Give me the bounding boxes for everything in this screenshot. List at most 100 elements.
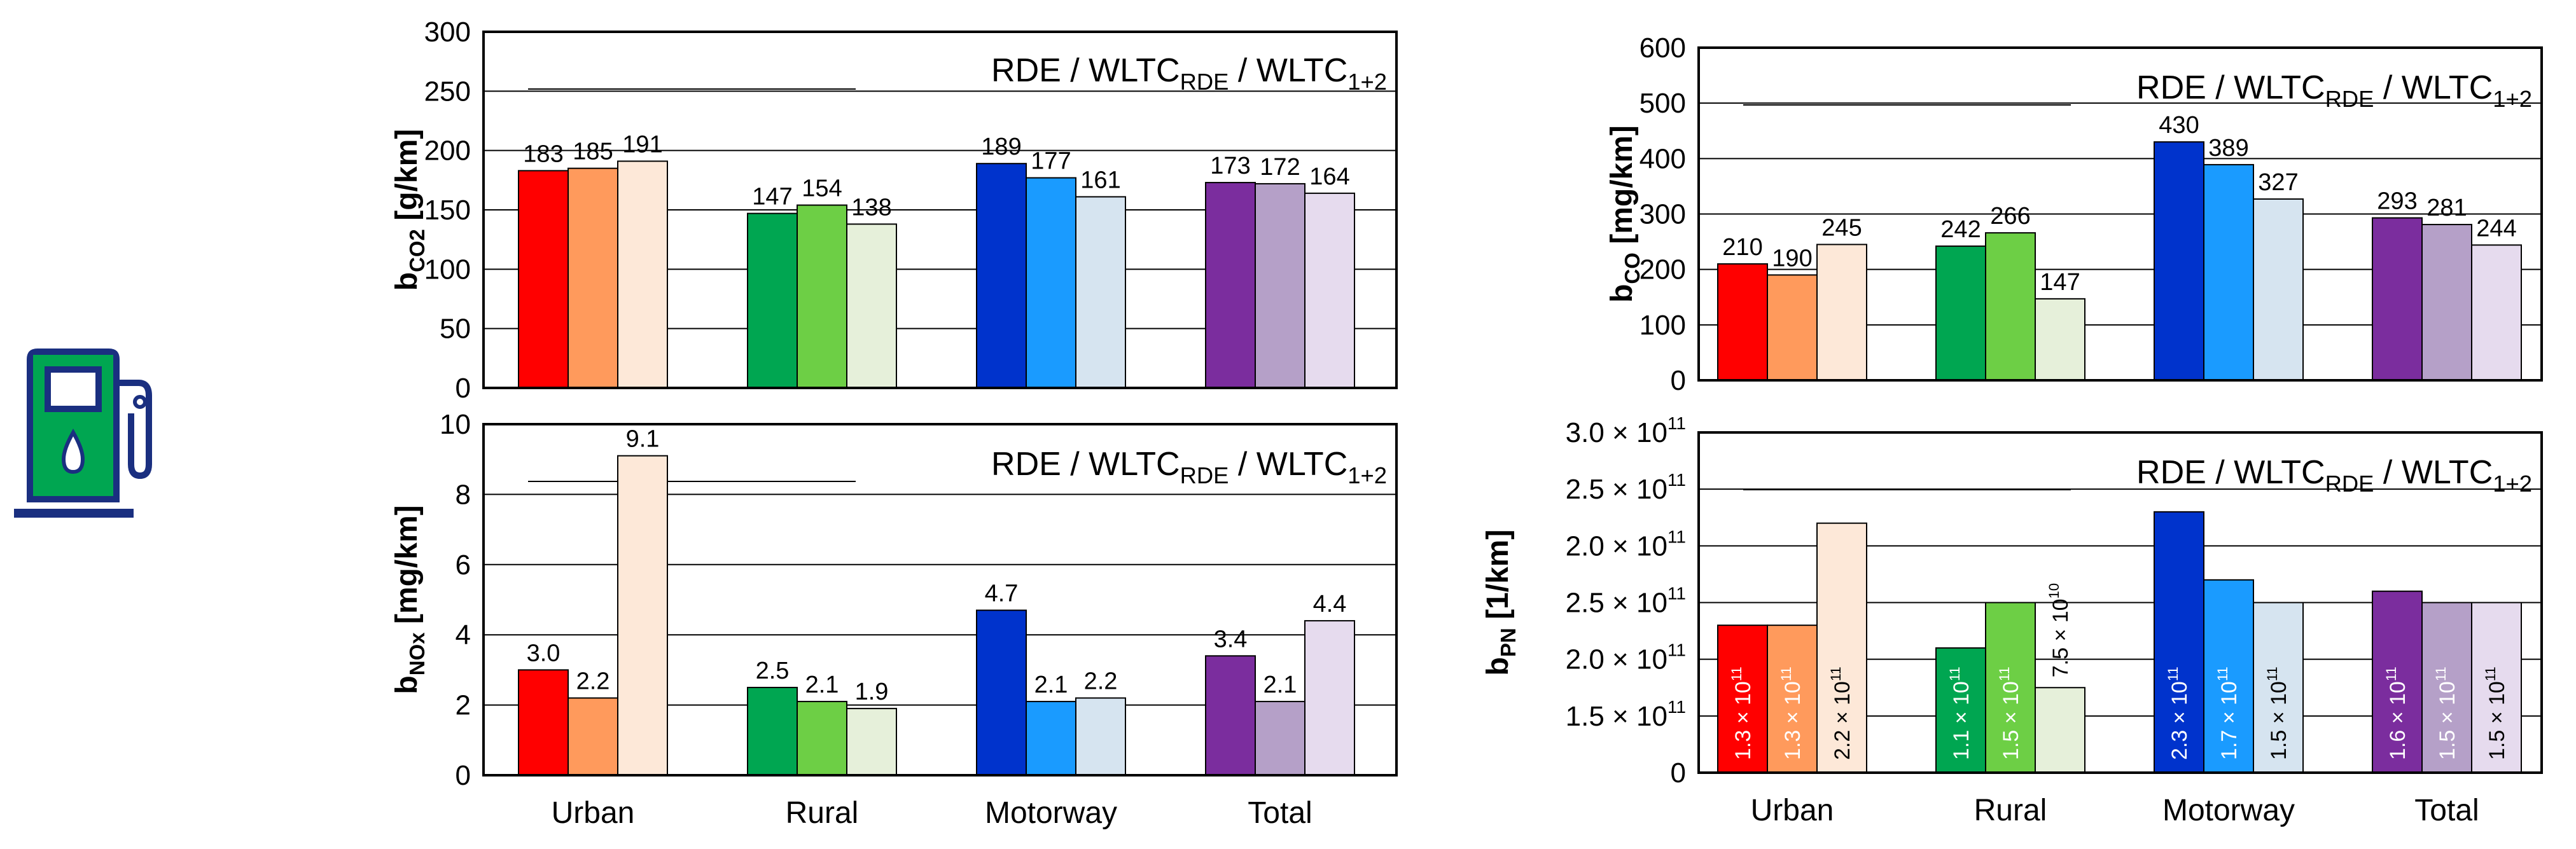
y-tick-label: 2: [456, 690, 471, 721]
data-label: 7.5 × 1010: [2046, 583, 2073, 677]
data-label: 1.1 × 1011: [1947, 666, 1974, 760]
bar-nox-motorway-1: [1026, 701, 1076, 776]
bar-co2-urban-2: [617, 160, 668, 389]
y-tick-label: 300: [1640, 199, 1686, 230]
legend-title: RDE / WLTCRDE / WLTC1+2: [2136, 454, 2532, 497]
y-tick-label: 100: [424, 254, 471, 285]
bar-co-motorway-1: [2203, 163, 2254, 381]
data-label: 2.1: [805, 672, 839, 698]
bar-pn-motorway-0: [2154, 511, 2204, 773]
legend-title: RDE / WLTCRDE / WLTC1+2: [991, 446, 1387, 488]
y-tick-label: 600: [1640, 32, 1686, 64]
category-label: Motorway: [985, 796, 1117, 830]
y-tick-label: 8: [456, 479, 471, 510]
bar-co2-motorway-1: [1026, 177, 1076, 389]
category-label: Rural: [786, 796, 859, 830]
y-tick-label: 2.0 × 1011: [1566, 527, 1686, 562]
data-label: 4.4: [1313, 591, 1347, 618]
legend-title: RDE / WLTCRDE / WLTC1+2: [2136, 69, 2532, 112]
plot-frame: [1697, 431, 2543, 774]
bar-co-rural-0: [1935, 245, 1986, 381]
category-label: Rural: [1974, 794, 2047, 827]
bar-pn-urban-2: [1816, 522, 1867, 774]
data-label: 1.7 × 1011: [2215, 666, 2241, 760]
data-label: 242: [1940, 216, 1981, 243]
plot-frame: [1697, 46, 2543, 382]
y-tick-label: 50: [440, 314, 471, 345]
chart-nox: 0 2 4 6 8 10 bNOx [mg/km] RDE / WLTCRDE / WLTC1…: [390, 409, 1398, 830]
data-label: 161: [1080, 167, 1120, 193]
y-tick-label: 0: [1671, 757, 1686, 789]
data-label: 138: [851, 194, 891, 221]
data-label: 293: [2377, 188, 2417, 215]
bar-nox-motorway-0: [976, 609, 1027, 776]
y-tick-label: 2.0 × 1011: [1566, 640, 1686, 675]
legend-title: RDE / WLTCRDE / WLTC1+2: [991, 52, 1387, 95]
y-tick-label: 200: [1640, 254, 1686, 286]
chart-co: 0 100 200 300 400 500 600 bCO [mg/km] RDE / WLTC…: [1605, 32, 2543, 396]
data-label: 177: [1031, 148, 1071, 175]
data-label: 173: [1210, 153, 1250, 179]
category-label: Urban: [552, 796, 635, 830]
data-label: 245: [1821, 214, 1862, 241]
y-tick-label: 300: [424, 17, 471, 48]
bar-co-total-2: [2471, 244, 2522, 381]
y-tick-label: 150: [424, 195, 471, 226]
data-label: 189: [981, 134, 1021, 160]
y-axis-label: bNOx [mg/km]: [390, 505, 429, 694]
data-label: 1.5 × 1011: [2264, 666, 2291, 760]
data-label: 2.2 × 1011: [1828, 666, 1855, 760]
y-tick-label: 10: [440, 409, 471, 440]
y-tick-label: 0: [1671, 365, 1686, 396]
data-label: 266: [1990, 203, 2030, 230]
bar-nox-rural-2: [846, 708, 897, 776]
y-tick-label: 200: [424, 135, 471, 167]
bar-co-rural-2: [2035, 298, 2085, 381]
bar-nox-rural-0: [747, 687, 798, 776]
y-tick-label: 2.5 × 1011: [1566, 470, 1686, 505]
y-tick-label: 0: [456, 373, 471, 404]
category-label: Total: [2414, 794, 2479, 827]
y-tick-label: 3.0 × 1011: [1566, 413, 1686, 448]
bar-nox-total-0: [1205, 655, 1256, 776]
data-label: 1.9: [855, 679, 889, 705]
bar-pn-total-1: [2421, 602, 2472, 773]
bar-pn-rural-2: [2035, 687, 2085, 773]
bar-co2-rural-0: [747, 212, 798, 389]
data-label: 164: [1309, 163, 1349, 190]
data-label: 154: [802, 176, 842, 202]
category-label: Total: [1248, 796, 1312, 830]
bar-co2-total-1: [1255, 183, 1305, 389]
bar-nox-urban-2: [617, 455, 668, 776]
y-tick-label: 400: [1640, 143, 1686, 174]
bar-co-rural-1: [1985, 232, 2036, 381]
data-label: 244: [2476, 215, 2516, 242]
bar-co2-motorway-0: [976, 163, 1027, 389]
y-tick-label: 1.5 × 1011: [1566, 697, 1686, 732]
data-label: 147: [2040, 269, 2080, 296]
fuel-pump-icon: [14, 349, 152, 518]
bar-nox-rural-1: [797, 701, 847, 776]
data-label: 191: [622, 131, 662, 158]
category-label: Urban: [1751, 794, 1834, 827]
y-tick-label: 250: [424, 76, 471, 107]
bar-nox-urban-0: [518, 669, 569, 777]
y-axis-label: bCO [mg/km]: [1605, 125, 1644, 303]
data-label: 430: [2159, 112, 2199, 139]
y-tick-label: 500: [1640, 88, 1686, 119]
data-label: 389: [2208, 135, 2248, 162]
data-label: 2.3 × 1011: [2165, 666, 2192, 760]
y-tick-label: 100: [1640, 310, 1686, 341]
bar-co-urban-1: [1767, 274, 1818, 381]
data-label: 327: [2258, 169, 2298, 196]
data-label: 2.2: [576, 668, 610, 695]
bar-co-motorway-0: [2154, 141, 2204, 382]
chart-co2: 0 50 100 150 200 250 300 bCO2 [g/km] RDE / WLTCR…: [390, 17, 1398, 404]
bar-co-urban-2: [1816, 244, 1867, 382]
bar-nox-urban-1: [567, 697, 618, 777]
data-label: 2.2: [1084, 668, 1118, 695]
bar-co2-total-0: [1205, 182, 1256, 389]
data-label: 1.6 × 1011: [2383, 666, 2410, 760]
category-label: Motorway: [2162, 794, 2295, 827]
